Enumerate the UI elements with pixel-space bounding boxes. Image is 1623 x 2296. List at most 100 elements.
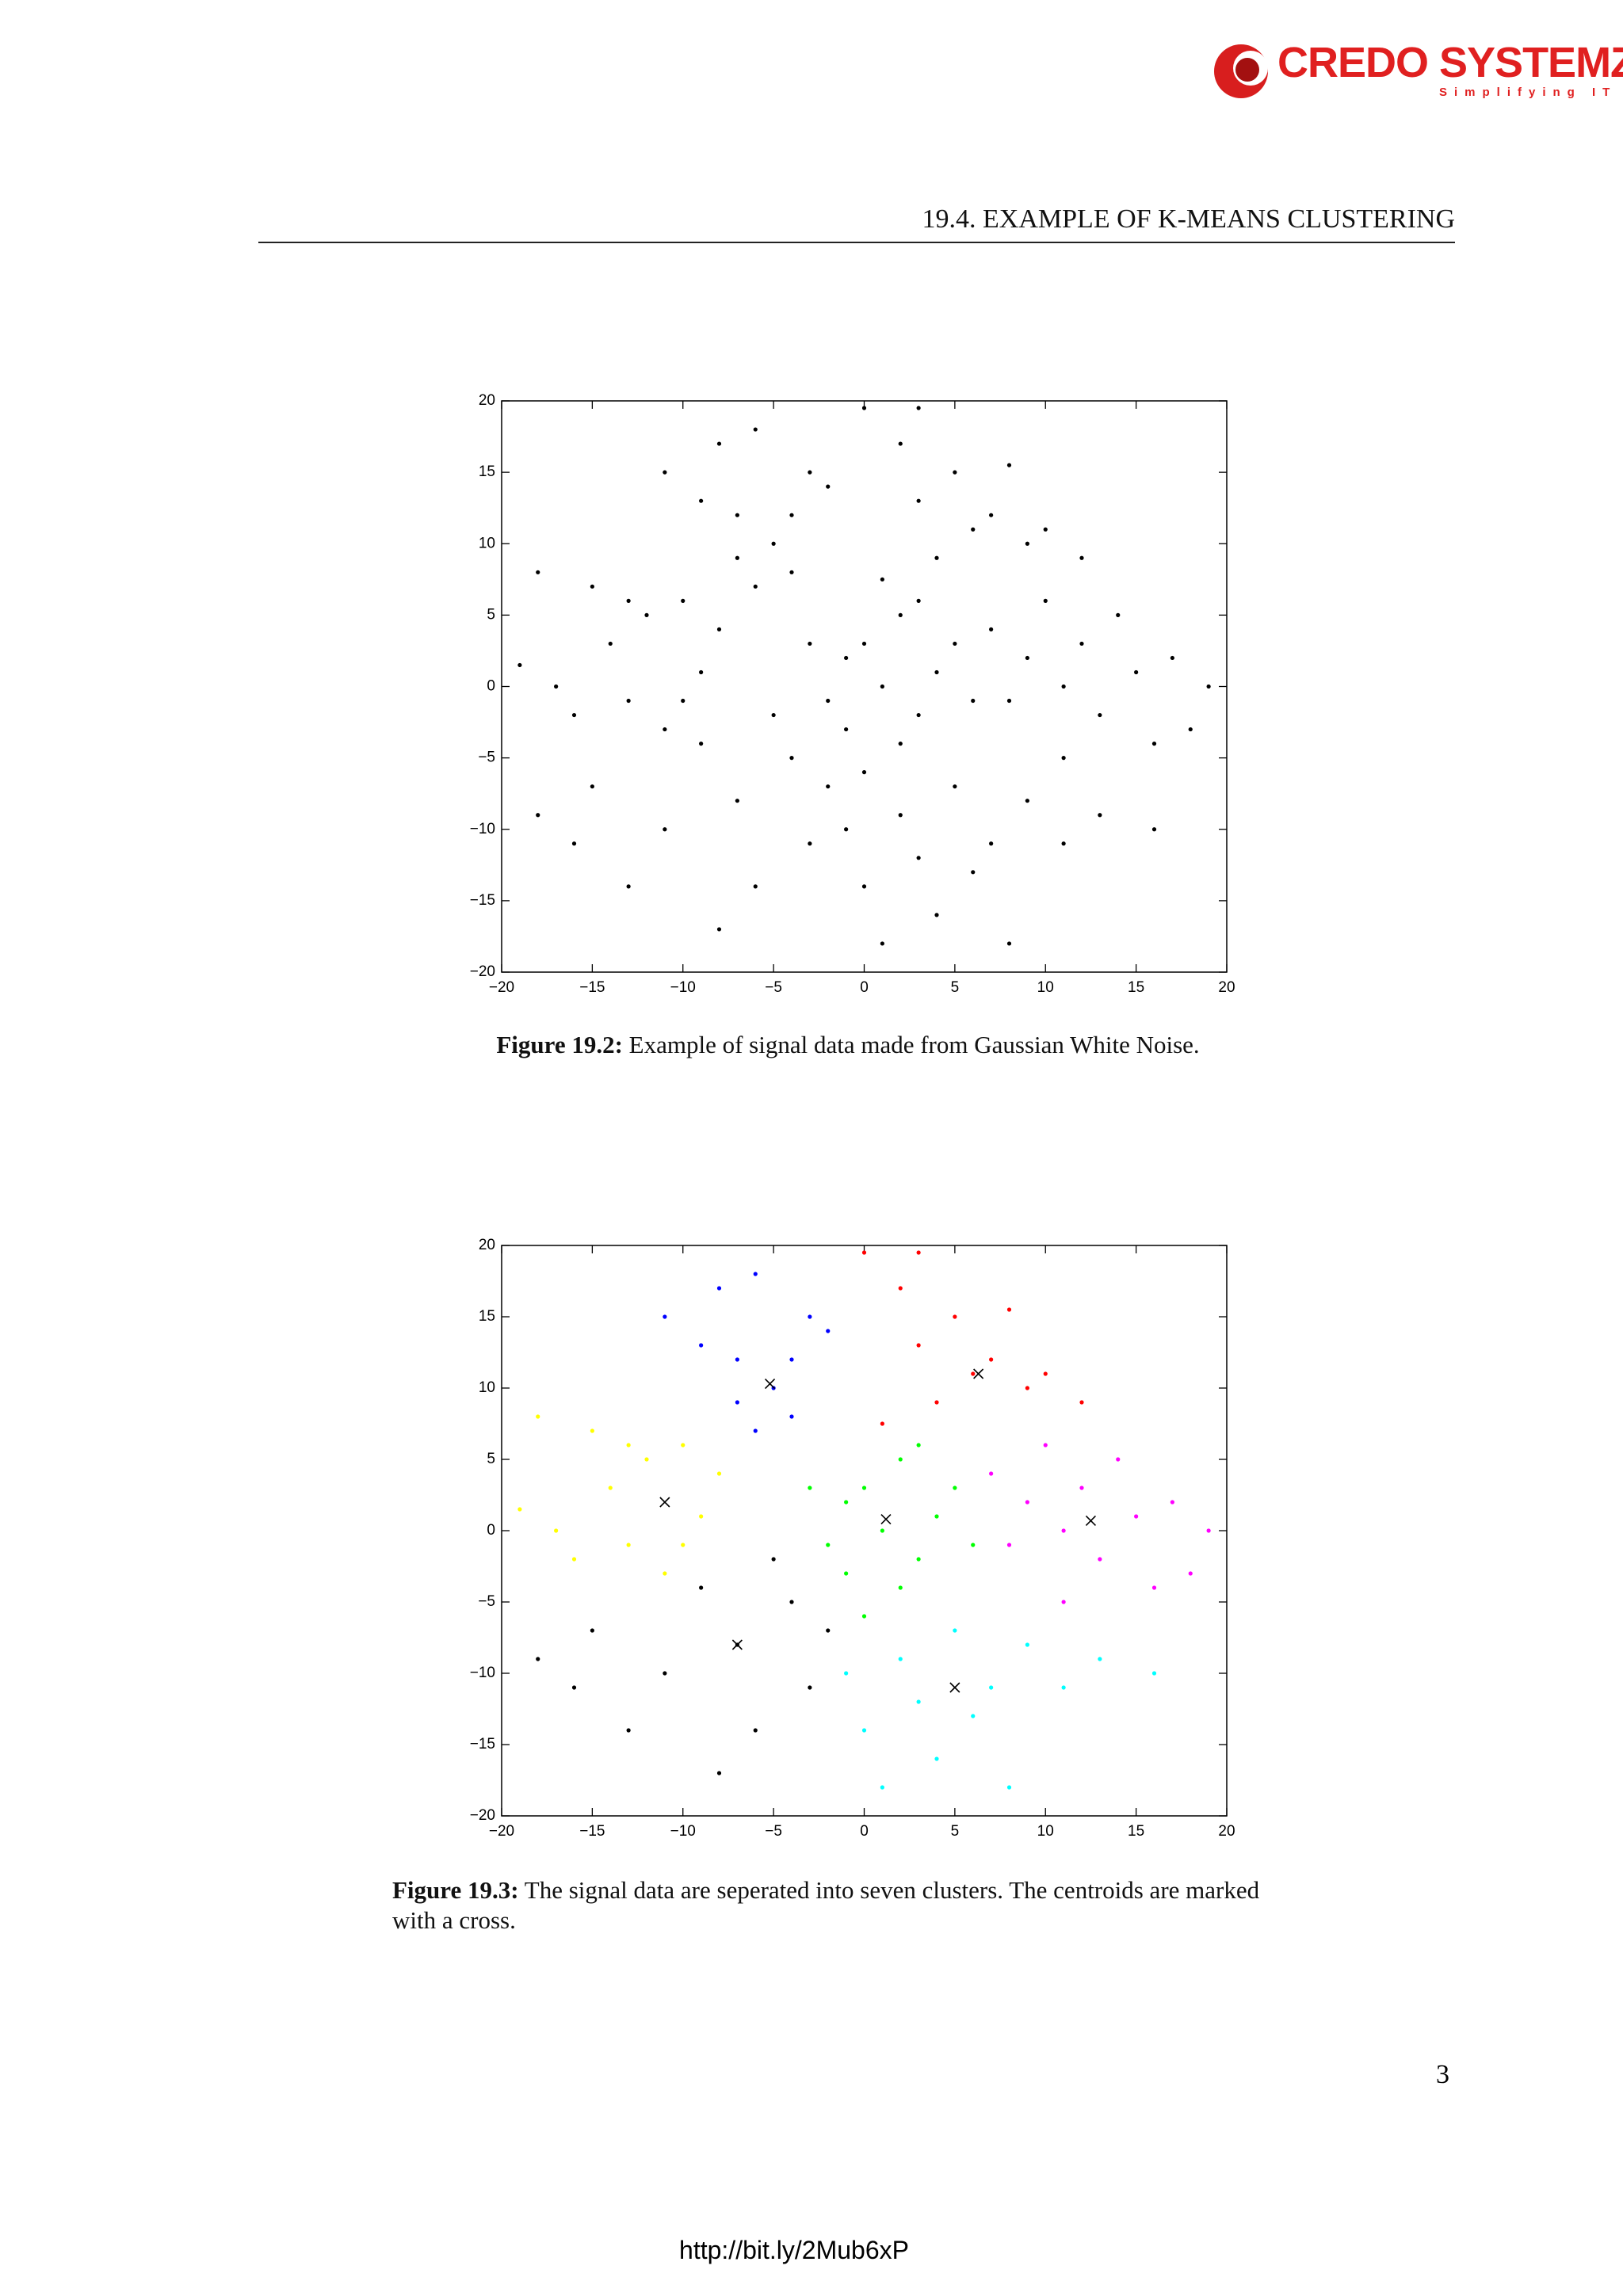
data-point — [517, 1507, 522, 1512]
data-point — [626, 598, 631, 603]
data-point — [716, 1771, 722, 1775]
data-point — [1170, 1500, 1174, 1505]
data-point — [1098, 1657, 1102, 1661]
data-point — [663, 1314, 667, 1319]
data-point — [1151, 1585, 1157, 1590]
figure-caption: Figure 19.3: The signal data are seperat… — [392, 1875, 1304, 1936]
data-point — [1098, 1557, 1102, 1562]
data-point — [735, 799, 739, 803]
data-point — [1025, 655, 1029, 661]
y-tick-label: 0 — [487, 678, 495, 695]
logo: CREDO SYSTEMZ Simplifying IT — [1211, 35, 1623, 114]
data-point — [571, 712, 577, 718]
data-point — [1188, 727, 1193, 732]
x-tick-label: 0 — [860, 1823, 869, 1840]
x-tick-label: −20 — [489, 1823, 514, 1840]
data-point — [663, 1671, 667, 1676]
x-tick-label: 10 — [1037, 979, 1054, 996]
data-point — [844, 1671, 849, 1676]
data-point — [861, 770, 867, 775]
data-point — [590, 1628, 594, 1633]
y-tick-label: −10 — [470, 1665, 495, 1681]
data-point — [1025, 1386, 1029, 1390]
caption-text: Example of signal data made from Gaussia… — [628, 1031, 1200, 1058]
data-point — [789, 1414, 794, 1419]
caption-text: The signal data are seperated into seven… — [392, 1876, 1260, 1934]
data-point — [826, 784, 831, 789]
x-tick-label: 15 — [1128, 979, 1144, 996]
data-point — [808, 1314, 812, 1319]
centroid-cross — [973, 1368, 984, 1379]
data-point — [844, 1571, 849, 1576]
data-point — [989, 627, 994, 632]
data-point — [789, 513, 794, 517]
x-tick-label: 5 — [951, 1823, 960, 1840]
data-point — [898, 1585, 903, 1590]
y-tick-label: −15 — [470, 1736, 495, 1753]
data-point — [1043, 527, 1048, 532]
data-point — [989, 513, 994, 517]
data-point — [1098, 712, 1102, 718]
x-tick-label: 20 — [1218, 1823, 1235, 1840]
data-point — [1151, 1671, 1157, 1676]
data-point — [861, 884, 867, 889]
data-point — [898, 441, 903, 446]
data-point — [880, 1528, 884, 1533]
logo-name: CREDO SYSTEMZ — [1277, 39, 1623, 86]
centroid-cross — [1085, 1515, 1097, 1526]
data-point — [861, 1728, 867, 1733]
data-point — [1079, 641, 1084, 646]
data-point — [571, 1685, 577, 1690]
x-tick-label: −10 — [670, 979, 696, 996]
data-point — [644, 612, 649, 617]
data-point — [735, 1400, 739, 1405]
data-point — [1043, 1443, 1048, 1447]
caption-label: Figure 19.3: — [392, 1876, 519, 1904]
data-point — [898, 1657, 903, 1661]
data-point — [1061, 684, 1066, 689]
data-point — [989, 1357, 994, 1362]
data-point — [789, 756, 794, 761]
data-point — [663, 827, 667, 832]
data-point — [681, 1543, 685, 1547]
y-tick-label: 10 — [479, 535, 495, 551]
x-tick-label: −15 — [579, 979, 605, 996]
data-point — [590, 784, 594, 789]
data-point — [753, 1272, 758, 1276]
data-point — [826, 1329, 831, 1333]
data-point — [826, 484, 831, 489]
data-point — [735, 555, 739, 560]
data-point — [1188, 1571, 1193, 1576]
data-point — [1206, 1528, 1211, 1533]
data-point — [971, 1543, 976, 1547]
data-point — [536, 1657, 540, 1661]
y-tick-label: 15 — [479, 463, 495, 480]
y-tick-label: 0 — [487, 1522, 495, 1539]
y-tick-label: 15 — [479, 1308, 495, 1325]
centroid-cross — [880, 1514, 892, 1525]
data-point — [1206, 684, 1211, 689]
data-point — [953, 1628, 957, 1633]
data-point — [880, 684, 884, 689]
data-point — [626, 1443, 631, 1447]
data-point — [517, 662, 522, 668]
data-point — [1025, 799, 1029, 803]
data-point — [608, 641, 613, 646]
data-point — [971, 1371, 976, 1376]
data-point — [1079, 1486, 1084, 1490]
data-point — [916, 1343, 921, 1348]
data-point — [880, 1421, 884, 1426]
data-point — [953, 641, 957, 646]
y-tick-label: −20 — [470, 1807, 495, 1824]
data-point — [861, 1250, 867, 1255]
x-tick-label: 0 — [860, 979, 869, 996]
data-point — [753, 584, 758, 589]
data-point — [716, 441, 722, 446]
data-point — [844, 827, 849, 832]
data-point — [898, 813, 903, 818]
data-point — [1025, 1500, 1029, 1505]
y-tick-label: 5 — [487, 1451, 495, 1467]
data-point — [898, 1286, 903, 1291]
